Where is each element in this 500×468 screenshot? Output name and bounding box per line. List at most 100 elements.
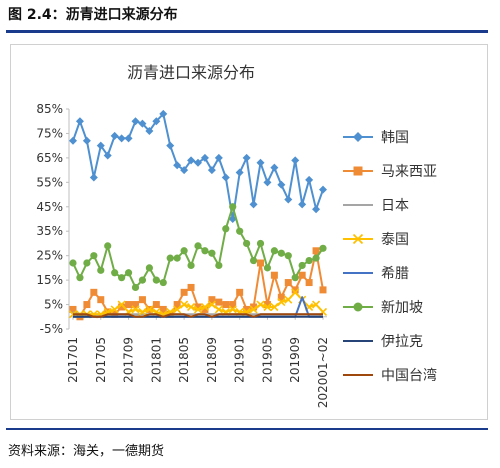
data-point: [97, 266, 105, 274]
data-point: [132, 301, 139, 309]
data-point: [215, 261, 223, 270]
data-point: [270, 163, 279, 172]
data-point: [118, 303, 126, 311]
x-tick-label: 201805: [177, 337, 191, 383]
data-point: [145, 264, 153, 272]
data-point: [256, 239, 265, 248]
y-tick-label: 55%: [36, 175, 63, 189]
data-point: [229, 203, 237, 211]
data-point: [235, 168, 244, 177]
y-tick-label: -5%: [40, 322, 63, 336]
data-point: [270, 302, 279, 312]
data-point: [319, 185, 327, 194]
y-tick-label: 35%: [36, 224, 63, 238]
data-point: [173, 305, 182, 314]
data-point: [236, 288, 244, 296]
data-point: [82, 136, 91, 145]
data-point: [208, 249, 216, 257]
legend-label: 伊拉克: [381, 334, 423, 350]
data-point: [222, 225, 230, 233]
data-point: [207, 300, 216, 309]
series-line: [73, 313, 323, 318]
data-point: [263, 178, 272, 187]
y-tick-label: 25%: [36, 249, 63, 263]
data-point: [180, 288, 188, 296]
data-point: [166, 141, 175, 150]
series-7: [73, 313, 323, 318]
data-point: [312, 205, 321, 214]
data-point: [284, 295, 293, 304]
data-point: [242, 153, 251, 162]
legend-label: 新加坡: [381, 300, 423, 316]
data-point: [284, 279, 292, 287]
data-point: [201, 305, 209, 313]
data-point: [284, 195, 293, 204]
data-point: [277, 298, 286, 307]
data-point: [173, 301, 181, 309]
data-point: [159, 278, 167, 287]
data-point: [194, 242, 202, 250]
x-tick-label: 201901: [233, 337, 247, 383]
y-axis: -5% 5% 15% 25% 35% 45% 55% 65% 75% 85%: [36, 102, 70, 336]
chart-panel: 沥青进口来源分布 -5% 5% 15% 25% 35% 45% 55% 65% 75% 85% 2…: [10, 44, 488, 420]
data-point: [277, 293, 285, 301]
data-point: [180, 166, 189, 175]
data-point: [152, 117, 161, 126]
data-point: [138, 119, 147, 128]
data-point: [291, 286, 299, 294]
top-rule: [6, 30, 488, 33]
source-note: 资料来源：海关，一德期货: [8, 444, 165, 459]
data-point: [291, 274, 299, 282]
data-point: [312, 247, 320, 255]
data-point: [277, 180, 286, 189]
chart-svg: 沥青进口来源分布 -5% 5% 15% 25% 35% 45% 55% 65% 75% 85% 2…: [36, 63, 437, 408]
data-point: [152, 301, 160, 309]
data-point: [173, 254, 181, 262]
data-point: [221, 173, 230, 182]
data-point: [263, 301, 271, 309]
data-point: [152, 276, 160, 284]
data-point: [214, 305, 223, 314]
data-point: [166, 254, 174, 262]
data-point: [298, 271, 306, 279]
legend-marker: [353, 132, 363, 142]
data-point: [138, 307, 147, 316]
data-point: [111, 269, 119, 277]
data-point: [277, 249, 285, 257]
data-point: [104, 242, 112, 250]
data-point: [263, 264, 272, 272]
x-axis: 201701 201705 201709 201801 201805 201809 2019…: [66, 316, 330, 408]
data-point: [103, 151, 112, 160]
data-point: [117, 134, 126, 143]
data-point: [194, 158, 202, 167]
data-point: [284, 252, 292, 260]
data-point: [118, 274, 126, 282]
data-point: [194, 303, 202, 311]
data-point: [263, 302, 272, 312]
legend-label: 泰国: [381, 232, 409, 248]
data-point: [319, 286, 327, 294]
series-5: [69, 203, 327, 292]
data-point: [236, 227, 244, 235]
data-point: [291, 156, 300, 165]
series-1: [69, 247, 327, 321]
data-point: [69, 259, 77, 267]
data-point: [90, 288, 98, 296]
data-point: [69, 305, 77, 313]
series-0: [69, 109, 327, 223]
data-point: [222, 301, 230, 309]
legend-label: 中国台湾: [381, 367, 437, 384]
data-point: [180, 247, 188, 255]
x-tick-label: 201709: [122, 337, 136, 383]
legend-item: 希腊: [343, 266, 409, 282]
legend-item: 韩国: [343, 130, 409, 146]
data-point: [243, 305, 251, 313]
data-point: [131, 117, 140, 126]
data-point: [75, 117, 84, 126]
data-point: [180, 300, 189, 309]
y-tick-label: 45%: [36, 200, 63, 214]
data-point: [90, 252, 98, 260]
legend-item: 伊拉克: [343, 334, 423, 350]
data-point: [124, 134, 133, 143]
